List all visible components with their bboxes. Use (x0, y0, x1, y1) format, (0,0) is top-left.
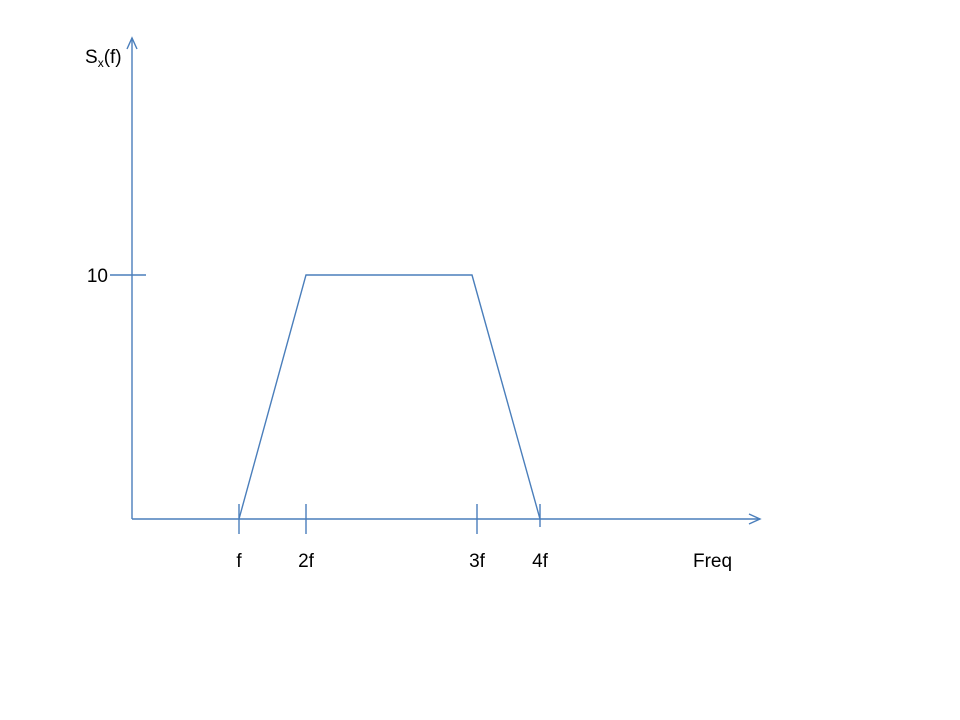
x-axis-label: Freq (693, 551, 732, 572)
y-axis-label-base: S (85, 47, 98, 68)
y-axis-label-suffix: (f) (104, 47, 122, 68)
y-axis-label-subscript: x (98, 56, 104, 70)
x-tick-label: 3f (469, 551, 486, 572)
x-tick-label: 4f (532, 551, 549, 572)
y-ticks: 10 (87, 266, 146, 287)
x-tick-label: 2f (298, 551, 315, 572)
x-tick-label: f (236, 551, 242, 572)
y-tick-label: 10 (87, 266, 108, 287)
y-axis-label: Sx(f) (85, 47, 122, 70)
psd-curve (238, 274, 541, 520)
x-ticks: f 2f 3f 4f (236, 504, 549, 572)
